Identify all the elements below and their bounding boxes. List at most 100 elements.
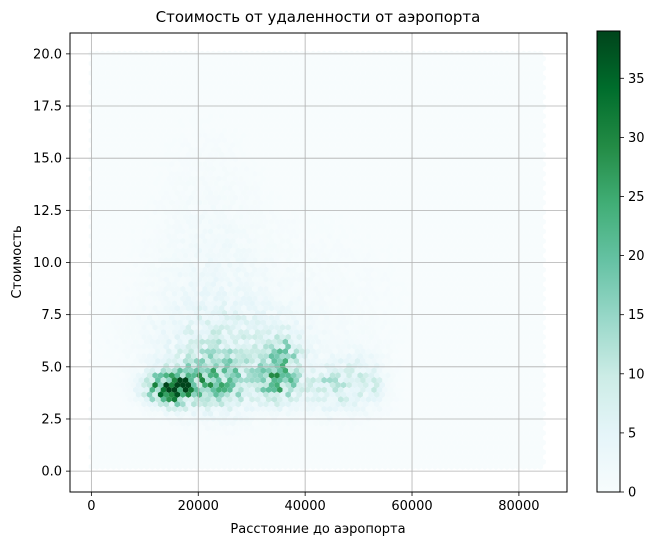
hexbin-cell xyxy=(326,69,333,77)
hexbin-cell xyxy=(410,127,416,134)
hexbin-cell xyxy=(324,113,330,120)
hexbin-cell xyxy=(254,89,261,96)
hexbin-cell xyxy=(515,60,521,67)
hexbin-cell xyxy=(498,108,505,115)
hexbin-cell xyxy=(260,98,266,106)
hexbin-cell xyxy=(484,74,491,82)
hexbin-cell xyxy=(130,113,136,120)
hexbin-cell xyxy=(520,98,527,106)
hexbin-cell xyxy=(540,113,546,120)
hexbin-cell xyxy=(437,69,444,77)
hexbin-cell xyxy=(202,103,208,110)
hexbin-cell xyxy=(207,151,214,158)
hexbin-cell xyxy=(205,117,211,125)
hexbin-cell xyxy=(393,117,399,125)
hexbin-cell xyxy=(398,98,405,106)
hexbin-cell xyxy=(263,84,269,91)
hexbin-cell xyxy=(229,151,236,158)
hexbin-cell xyxy=(304,146,311,154)
hexbin-cell xyxy=(205,146,211,154)
hexbin-cell xyxy=(152,113,158,120)
hexbin-cell xyxy=(332,108,339,115)
hexbin-cell xyxy=(390,93,397,101)
hexbin-cell xyxy=(382,89,388,96)
hexbin-cell xyxy=(207,103,214,110)
hexbin-cell xyxy=(108,141,114,149)
hexbin-cell xyxy=(479,132,485,139)
hexbin-cell xyxy=(188,60,194,67)
hexbin-cell xyxy=(254,98,261,106)
hexbin-cell xyxy=(390,65,397,72)
hexbin-cell xyxy=(91,122,97,130)
hexbin-cell xyxy=(335,132,341,139)
hexbin-cell xyxy=(271,146,278,154)
hexbin-cell xyxy=(268,93,275,101)
hexbin-cell xyxy=(349,137,355,144)
hexbin-cell xyxy=(299,89,305,96)
hexbin-cell xyxy=(241,151,247,158)
hexbin-cell xyxy=(277,137,283,144)
hexbin-cell xyxy=(188,98,194,106)
hexbin-cell xyxy=(199,89,205,96)
hexbin-cell xyxy=(265,69,272,77)
hexbin-cell xyxy=(476,60,483,67)
hexbin-cell xyxy=(526,89,533,96)
hexbin-cell xyxy=(279,84,286,91)
hexbin-cell xyxy=(146,74,153,82)
hexbin-cell xyxy=(515,108,521,115)
hexbin-cell xyxy=(476,146,483,154)
hexbin-cell xyxy=(113,74,120,82)
hexbin-cell xyxy=(307,84,314,91)
hexbin-cell xyxy=(263,151,269,158)
hexbin-cell xyxy=(493,108,499,115)
hexbin-cell xyxy=(398,146,405,154)
hexbin-cell xyxy=(288,137,294,144)
hexbin-cell xyxy=(462,65,469,72)
hexbin-cell xyxy=(515,69,521,77)
hexbin-cell xyxy=(446,151,452,158)
hexbin-cell xyxy=(443,127,449,134)
hexbin-cell xyxy=(199,79,205,86)
hexbin-cell xyxy=(218,74,225,82)
hexbin-cell xyxy=(180,74,186,82)
hexbin-cell xyxy=(340,65,347,72)
hexbin-cell xyxy=(354,98,361,106)
hexbin-cell xyxy=(113,55,120,62)
hexbin-cell xyxy=(96,103,103,110)
hexbin-cell xyxy=(132,89,139,96)
hexbin-cell xyxy=(207,93,214,101)
hexbin-cell xyxy=(520,127,527,134)
hexbin-cell xyxy=(351,65,358,72)
hexbin-cell xyxy=(113,84,120,91)
hexbin-cell xyxy=(185,151,192,158)
hexbin-cell xyxy=(288,79,294,86)
hexbin-cell xyxy=(191,65,197,72)
hexbin-cell xyxy=(401,122,408,130)
hexbin-cell xyxy=(121,69,128,77)
hexbin-cell xyxy=(124,93,131,101)
hexbin-cell xyxy=(437,98,444,106)
hexbin-cell xyxy=(254,127,261,134)
hexbin-cell xyxy=(119,93,125,101)
hexbin-cell xyxy=(354,146,361,154)
hexbin-cell xyxy=(102,151,108,158)
hexbin-cell xyxy=(332,127,339,134)
hexbin-cell xyxy=(398,108,405,115)
hexbin-cell xyxy=(498,69,505,77)
hexbin-cell xyxy=(382,69,388,77)
hexbin-cell xyxy=(174,74,181,82)
hexbin-cell xyxy=(110,60,117,67)
hexbin-cell xyxy=(155,137,161,144)
hexbin-cell xyxy=(146,113,153,120)
hexbin-cell xyxy=(343,60,350,67)
hexbin-cell xyxy=(221,146,228,154)
hexbin-cell xyxy=(235,55,242,62)
hexbin-cell xyxy=(252,103,258,110)
hexbin-cell xyxy=(498,137,505,144)
hexbin-cell xyxy=(166,69,172,77)
hexbin-cell xyxy=(376,69,383,77)
hexbin-cell xyxy=(152,84,158,91)
hexbin-cell xyxy=(390,122,397,130)
hexbin-cell xyxy=(127,60,133,67)
hexbin-cell xyxy=(216,98,222,106)
